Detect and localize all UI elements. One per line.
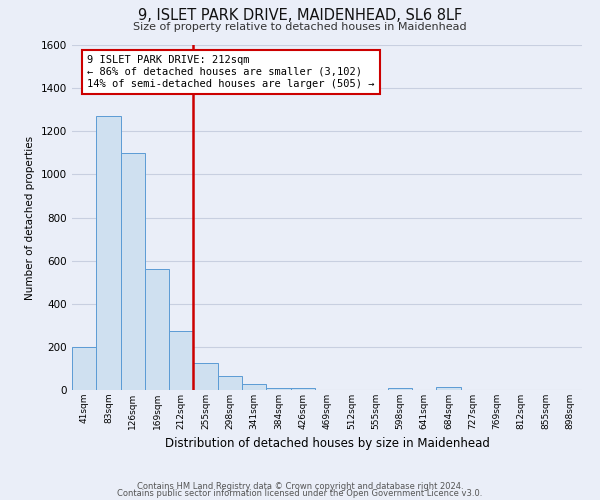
Bar xyxy=(145,269,169,390)
Bar xyxy=(266,388,290,390)
Bar xyxy=(436,387,461,390)
Text: 9 ISLET PARK DRIVE: 212sqm
← 86% of detached houses are smaller (3,102)
14% of s: 9 ISLET PARK DRIVE: 212sqm ← 86% of deta… xyxy=(88,56,375,88)
Text: Contains HM Land Registry data © Crown copyright and database right 2024.: Contains HM Land Registry data © Crown c… xyxy=(137,482,463,491)
Text: Size of property relative to detached houses in Maidenhead: Size of property relative to detached ho… xyxy=(133,22,467,32)
Bar xyxy=(121,153,145,390)
X-axis label: Distribution of detached houses by size in Maidenhead: Distribution of detached houses by size … xyxy=(164,438,490,450)
Bar xyxy=(242,384,266,390)
Bar xyxy=(72,347,96,390)
Bar xyxy=(96,116,121,390)
Text: 9, ISLET PARK DRIVE, MAIDENHEAD, SL6 8LF: 9, ISLET PARK DRIVE, MAIDENHEAD, SL6 8LF xyxy=(138,8,462,22)
Bar xyxy=(388,388,412,390)
Bar xyxy=(169,330,193,390)
Bar xyxy=(218,376,242,390)
Bar xyxy=(193,363,218,390)
Text: Contains public sector information licensed under the Open Government Licence v3: Contains public sector information licen… xyxy=(118,489,482,498)
Bar xyxy=(290,388,315,390)
Y-axis label: Number of detached properties: Number of detached properties xyxy=(25,136,35,300)
